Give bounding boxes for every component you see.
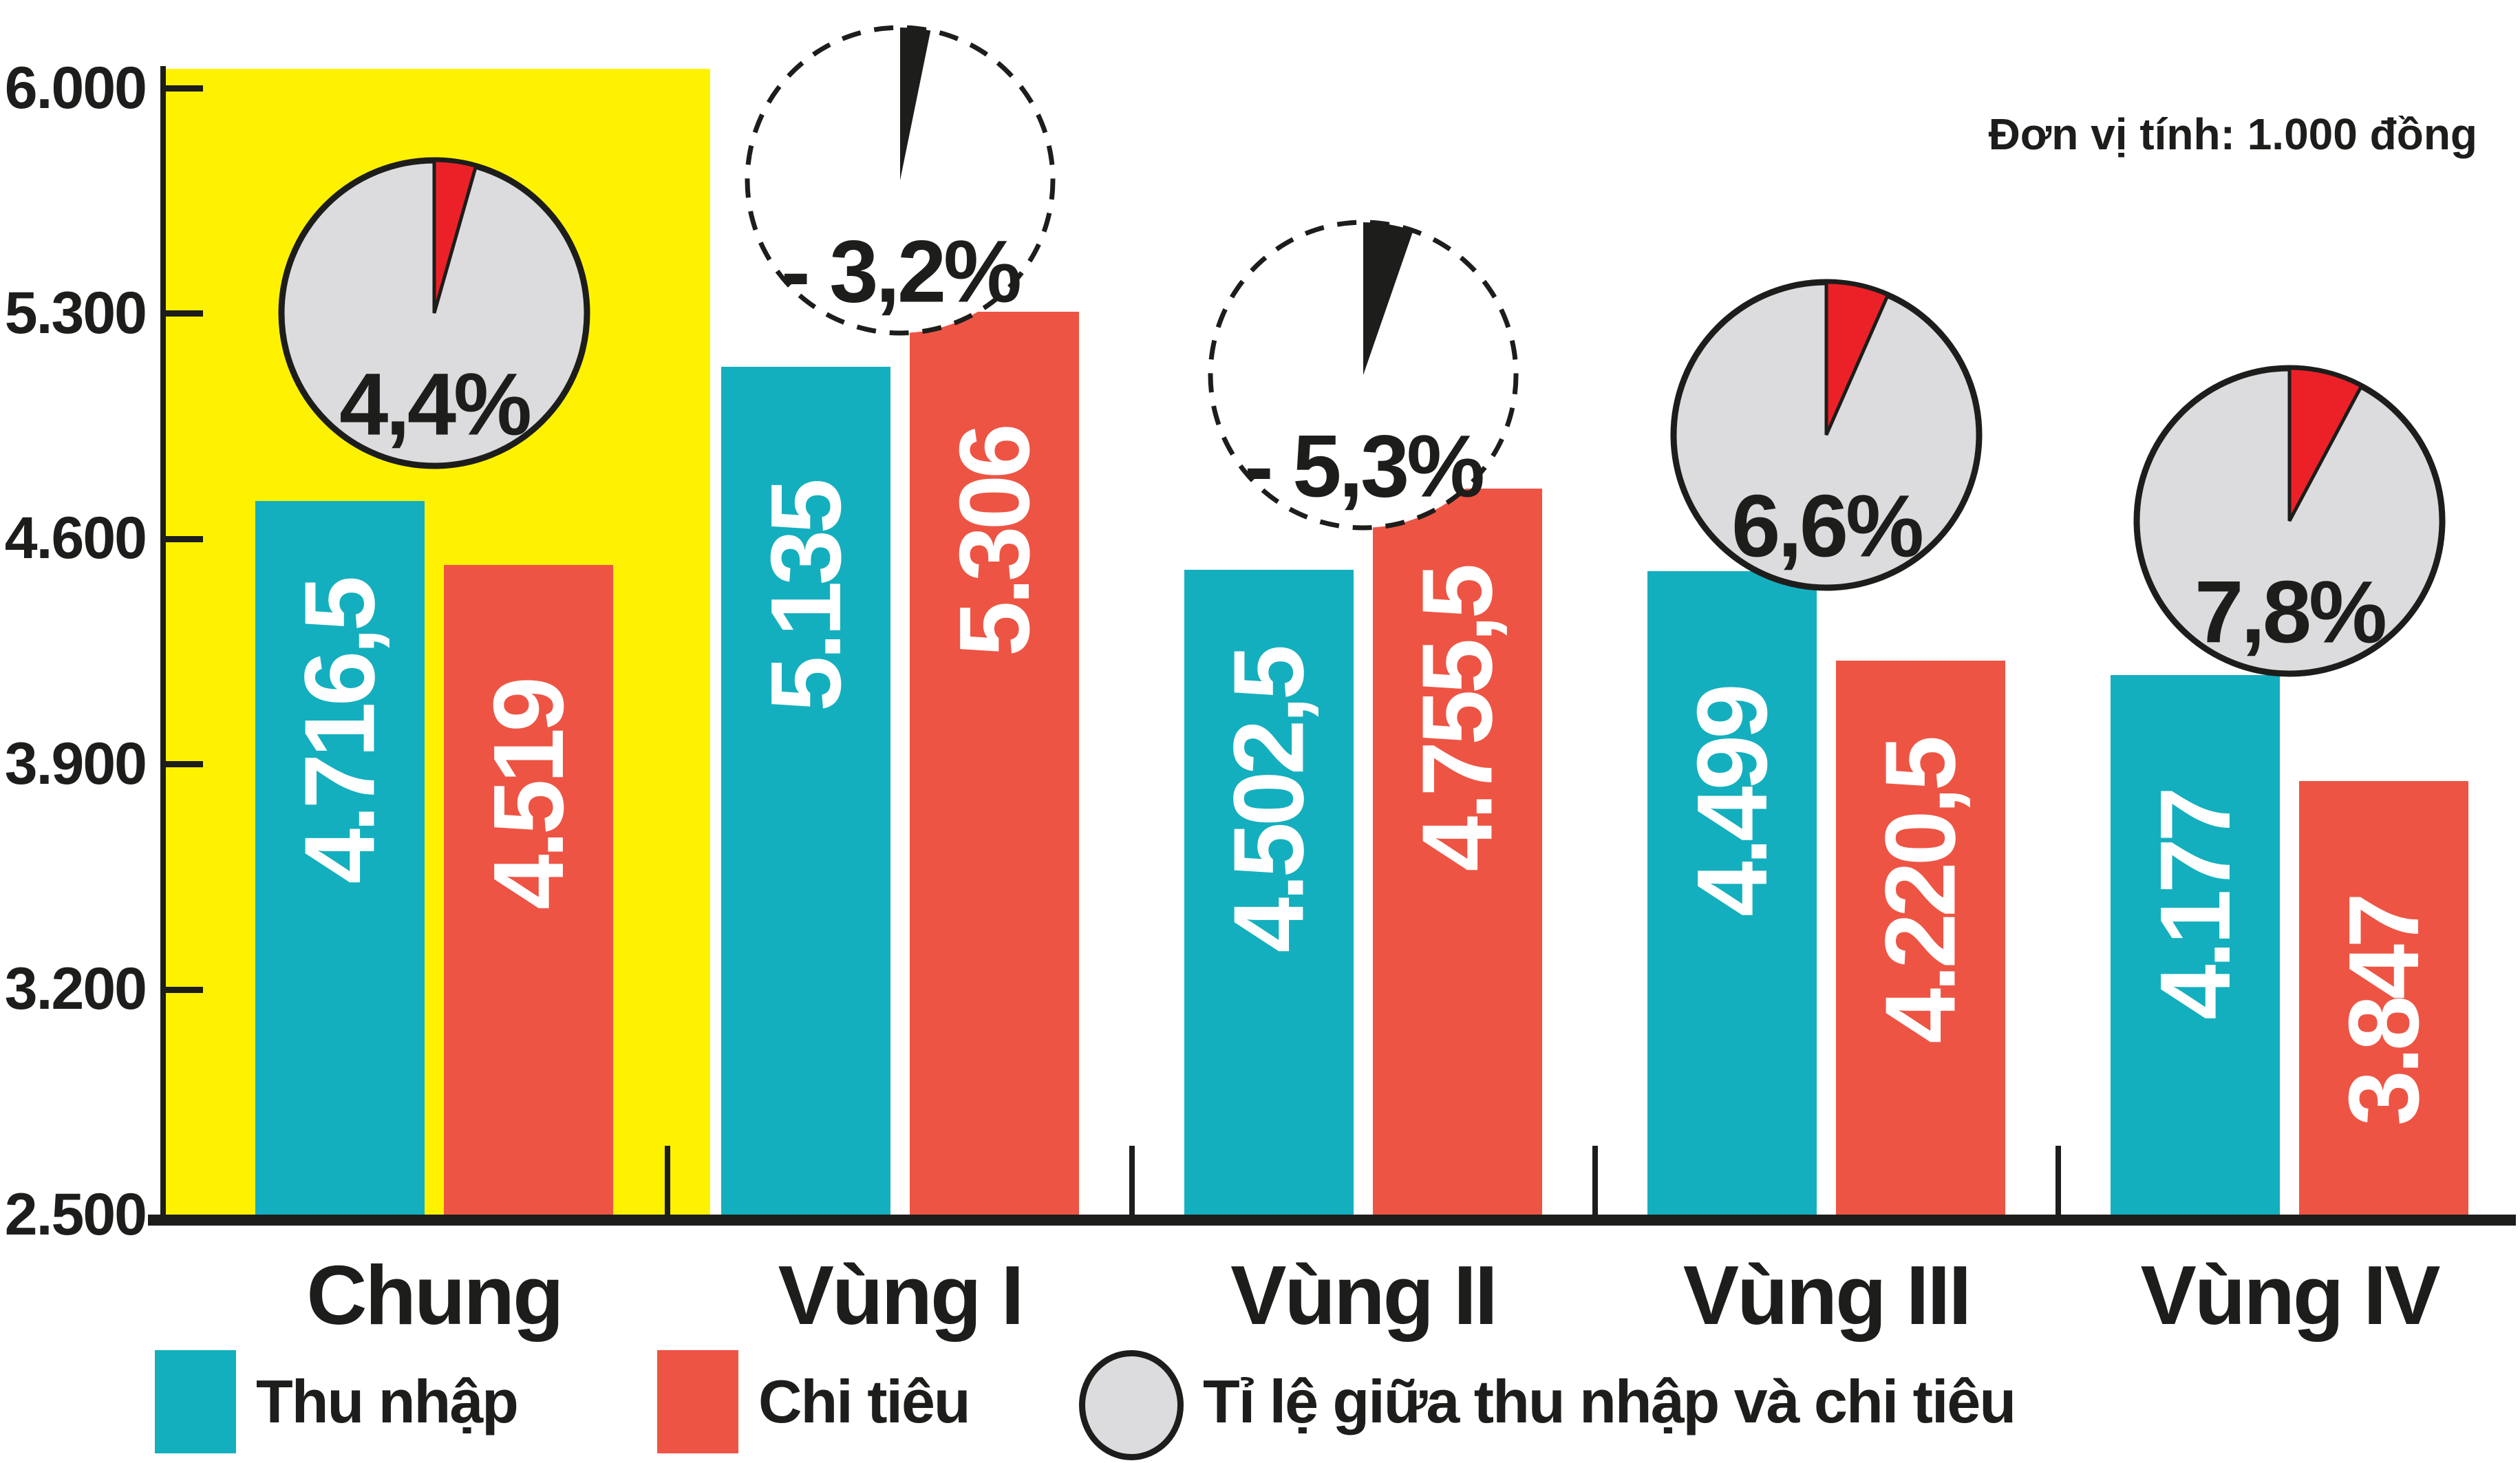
bar-value-label: 3.847 [2327, 897, 2439, 1126]
ratio-pie-2 [745, 25, 1056, 336]
y-axis-line [160, 66, 166, 1220]
pie-wedge [1824, 280, 1890, 436]
bar-thu-nhap-2: 5.135 [721, 366, 890, 1215]
y-axis-tick [163, 535, 203, 542]
ratio-pie-1 [278, 157, 590, 469]
bar-label-zone: 4.755,5 [1373, 520, 1542, 919]
legend-swatch-thu-nhap [155, 1350, 236, 1453]
y-axis-label: 6.000 [4, 54, 147, 121]
ratio-pie-5 [2133, 365, 2446, 677]
y-axis-tick [163, 85, 203, 92]
bar-chi-tieu-3: 4.755,5 [1373, 489, 1542, 1215]
bar-value-label: 4.220,5 [1864, 739, 1976, 1044]
bar-value-label: 4.177 [2139, 791, 2251, 1021]
bar-label-zone: 5.135 [721, 398, 890, 797]
bar-value-label: 4.499 [1676, 687, 1788, 917]
bar-thu-nhap-1: 4.716,5 [255, 501, 425, 1215]
bar-thu-nhap-4: 4.499 [1647, 571, 1817, 1215]
unit-label: Đơn vị tính: 1.000 đồng [1988, 109, 2477, 159]
ratio-percent-label-2: - 3,2% [781, 222, 1022, 321]
bar-thu-nhap-5: 4.177 [2111, 674, 2280, 1215]
y-axis-tick [163, 761, 203, 768]
ratio-pie-3 [1208, 220, 1519, 531]
bar-label-zone: 4.519 [444, 596, 613, 995]
bar-chi-tieu-1: 4.519 [444, 564, 613, 1215]
y-axis-label: 4.600 [4, 505, 147, 572]
ratio-percent-label-5: 7,8% [2195, 563, 2387, 662]
group-divider [1592, 1146, 1598, 1220]
pie-wedge [2287, 366, 2364, 522]
y-axis-label: 2.500 [4, 1181, 147, 1248]
legend-label-ratio: Tỉ lệ giữa thu nhập và chi tiêu [1203, 1367, 2016, 1435]
bar-chi-tieu-2: 5.306 [910, 311, 1079, 1215]
x-axis-baseline [148, 1215, 2516, 1226]
bar-label-zone: 4.502,5 [1184, 601, 1354, 1000]
category-label-1: Chung [306, 1248, 564, 1342]
bar-value-label: 4.519 [472, 681, 584, 910]
legend-label-thu-nhap: Thu nhập [256, 1367, 519, 1435]
y-axis-tick [163, 986, 203, 993]
bar-label-zone: 4.499 [1647, 602, 1817, 1001]
y-axis-label: 3.200 [4, 956, 147, 1023]
bar-label-zone: 4.220,5 [1836, 692, 2005, 1091]
bar-label-zone: 3.847 [2299, 812, 2468, 1211]
category-label-4: Vùng III [1683, 1248, 1972, 1342]
bar-value-label: 5.306 [938, 427, 1050, 657]
group-divider [665, 1146, 670, 1220]
bar-label-zone: 4.716,5 [255, 532, 425, 931]
ratio-pie-4 [1670, 279, 1983, 591]
category-label-2: Vùng I [778, 1248, 1025, 1342]
legend-swatch-chi-tieu [657, 1350, 738, 1453]
ratio-percent-label-1: 4,4% [339, 355, 532, 454]
bar-value-label: 4.755,5 [1401, 567, 1513, 871]
legend-label-chi-tieu: Chi tiêu [758, 1367, 971, 1435]
ratio-percent-label-4: 6,6% [1731, 477, 1924, 576]
y-axis-label: 5.300 [4, 279, 147, 346]
y-axis-tick [163, 310, 203, 317]
group-divider [1129, 1146, 1135, 1220]
group-divider [2055, 1146, 2061, 1220]
pie-wedge [900, 28, 931, 180]
ratio-percent-label-3: - 5,3% [1244, 417, 1485, 516]
pie-wedge [1363, 222, 1413, 375]
legend-circle-ratio-icon [1079, 1350, 1184, 1460]
bar-value-label: 5.135 [749, 482, 862, 712]
bar-value-label: 4.716,5 [284, 579, 396, 884]
category-label-3: Vùng II [1230, 1248, 1498, 1342]
y-axis-label: 3.900 [4, 730, 147, 797]
bar-label-zone: 5.306 [910, 343, 1079, 742]
bar-chi-tieu-4: 4.220,5 [1836, 661, 2005, 1215]
category-label-5: Vùng IV [2140, 1248, 2440, 1342]
bar-chi-tieu-5: 3.847 [2299, 780, 2468, 1215]
pie-wedge [432, 158, 478, 314]
bar-thu-nhap-3: 4.502,5 [1184, 570, 1354, 1215]
bar-label-zone: 4.177 [2111, 706, 2280, 1105]
bar-value-label: 4.502,5 [1213, 648, 1325, 953]
